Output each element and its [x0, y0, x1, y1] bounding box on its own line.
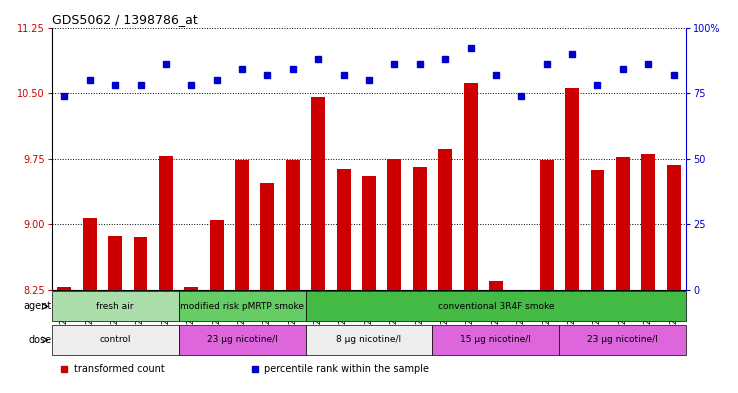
Bar: [235, 160, 249, 290]
Text: 15 µg nicotine/l: 15 µg nicotine/l: [461, 335, 531, 344]
Bar: [306, 325, 432, 355]
Bar: [286, 160, 300, 290]
Bar: [58, 287, 72, 290]
Text: conventional 3R4F smoke: conventional 3R4F smoke: [438, 302, 554, 311]
Text: control: control: [100, 335, 131, 344]
Bar: [387, 159, 401, 290]
Text: fresh air: fresh air: [97, 302, 134, 311]
Bar: [413, 167, 427, 290]
Text: percentile rank within the sample: percentile rank within the sample: [264, 364, 430, 375]
Bar: [616, 157, 630, 290]
Bar: [559, 325, 686, 355]
Bar: [159, 156, 173, 290]
Bar: [108, 235, 122, 290]
Text: GDS5062 / 1398786_at: GDS5062 / 1398786_at: [52, 13, 197, 26]
Text: 8 µg nicotine/l: 8 µg nicotine/l: [337, 335, 401, 344]
Bar: [134, 237, 148, 290]
Bar: [52, 325, 179, 355]
Bar: [83, 218, 97, 290]
Bar: [261, 183, 275, 290]
Text: 23 µg nicotine/l: 23 µg nicotine/l: [207, 335, 277, 344]
Bar: [641, 154, 655, 290]
Bar: [210, 220, 224, 290]
Bar: [539, 160, 554, 290]
Bar: [489, 281, 503, 290]
Text: modified risk pMRTP smoke: modified risk pMRTP smoke: [180, 302, 304, 311]
Bar: [463, 83, 477, 290]
Bar: [179, 292, 306, 321]
Text: 23 µg nicotine/l: 23 µg nicotine/l: [587, 335, 658, 344]
Bar: [432, 325, 559, 355]
Text: agent: agent: [24, 301, 52, 312]
Bar: [666, 165, 680, 290]
Text: transformed count: transformed count: [74, 364, 165, 375]
Bar: [438, 149, 452, 290]
Bar: [52, 292, 179, 321]
Bar: [311, 97, 325, 290]
Bar: [179, 325, 306, 355]
Text: dose: dose: [29, 335, 52, 345]
Bar: [590, 170, 604, 290]
Bar: [362, 176, 376, 290]
Bar: [565, 88, 579, 290]
Bar: [184, 287, 199, 290]
Bar: [337, 169, 351, 290]
Bar: [306, 292, 686, 321]
